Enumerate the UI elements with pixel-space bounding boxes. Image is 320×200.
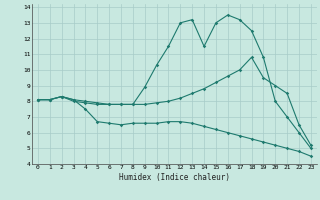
X-axis label: Humidex (Indice chaleur): Humidex (Indice chaleur) bbox=[119, 173, 230, 182]
